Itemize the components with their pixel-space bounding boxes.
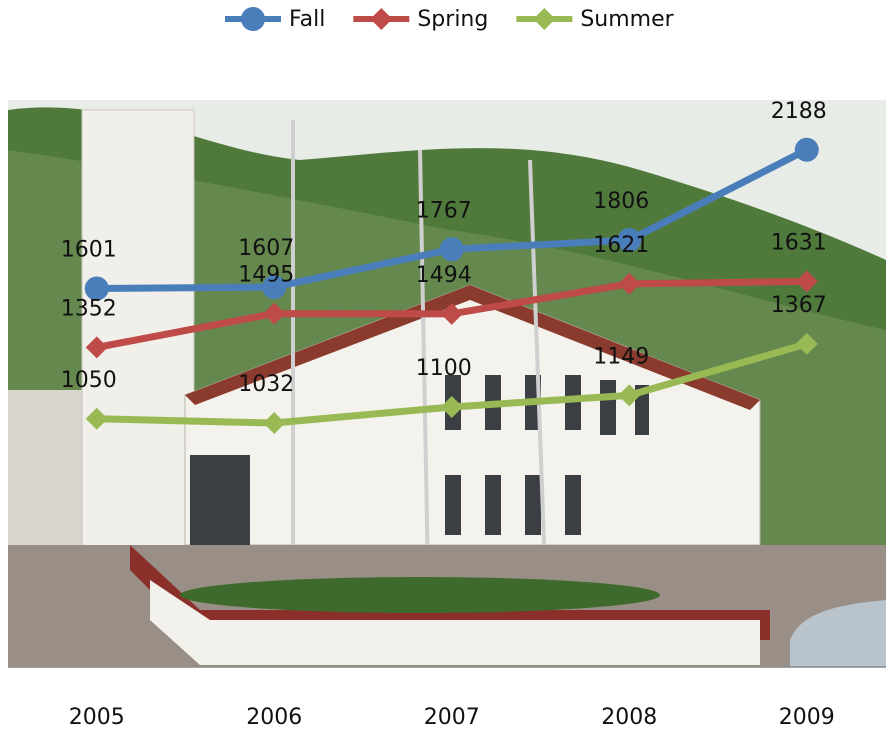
data-label: 1367	[771, 293, 827, 318]
marker	[795, 332, 818, 355]
x-tick-label: 2008	[601, 705, 657, 730]
data-label: 1352	[61, 296, 117, 321]
data-label: 1149	[593, 344, 649, 369]
data-label: 1100	[416, 356, 472, 381]
marker	[533, 8, 556, 30]
marker	[85, 407, 108, 430]
data-label: 2188	[771, 99, 827, 124]
data-label: 1806	[593, 189, 649, 214]
planter	[150, 580, 760, 665]
marker	[262, 275, 287, 300]
data-label: 1032	[238, 372, 294, 397]
marker	[618, 272, 641, 295]
marker	[84, 276, 109, 301]
data-label: 1631	[771, 230, 827, 255]
legend: Fall Spring Summer	[225, 7, 675, 32]
planter-wall	[130, 545, 770, 640]
legend-label: Fall	[289, 7, 325, 32]
marker	[440, 302, 463, 325]
data-label: 1050	[61, 368, 117, 393]
car	[790, 600, 886, 667]
data-label: 1607	[238, 236, 294, 261]
x-tick-label: 2005	[69, 705, 125, 730]
x-tick-label: 2007	[424, 705, 480, 730]
marker	[794, 137, 819, 162]
marker	[370, 8, 393, 30]
background-photo	[8, 100, 886, 668]
flagpoles	[291, 120, 547, 576]
marker	[439, 237, 464, 262]
data-label: 1601	[61, 238, 117, 263]
data-label: 1495	[238, 263, 294, 288]
marker	[795, 270, 818, 293]
x-tick-label: 2006	[246, 705, 302, 730]
marker	[440, 395, 463, 418]
marker	[85, 336, 108, 359]
data-label: 1767	[416, 198, 472, 223]
shrubs	[180, 577, 660, 613]
marker	[617, 228, 642, 253]
legend-label: Summer	[580, 7, 674, 32]
marker	[263, 302, 286, 325]
x-tick-label: 2009	[779, 705, 835, 730]
data-label: 1494	[416, 263, 472, 288]
marker	[618, 384, 641, 407]
legend-label: Spring	[417, 7, 488, 32]
data-label: 1621	[593, 233, 649, 258]
left-wing	[8, 390, 88, 550]
marker	[263, 412, 286, 435]
marker	[241, 7, 265, 31]
